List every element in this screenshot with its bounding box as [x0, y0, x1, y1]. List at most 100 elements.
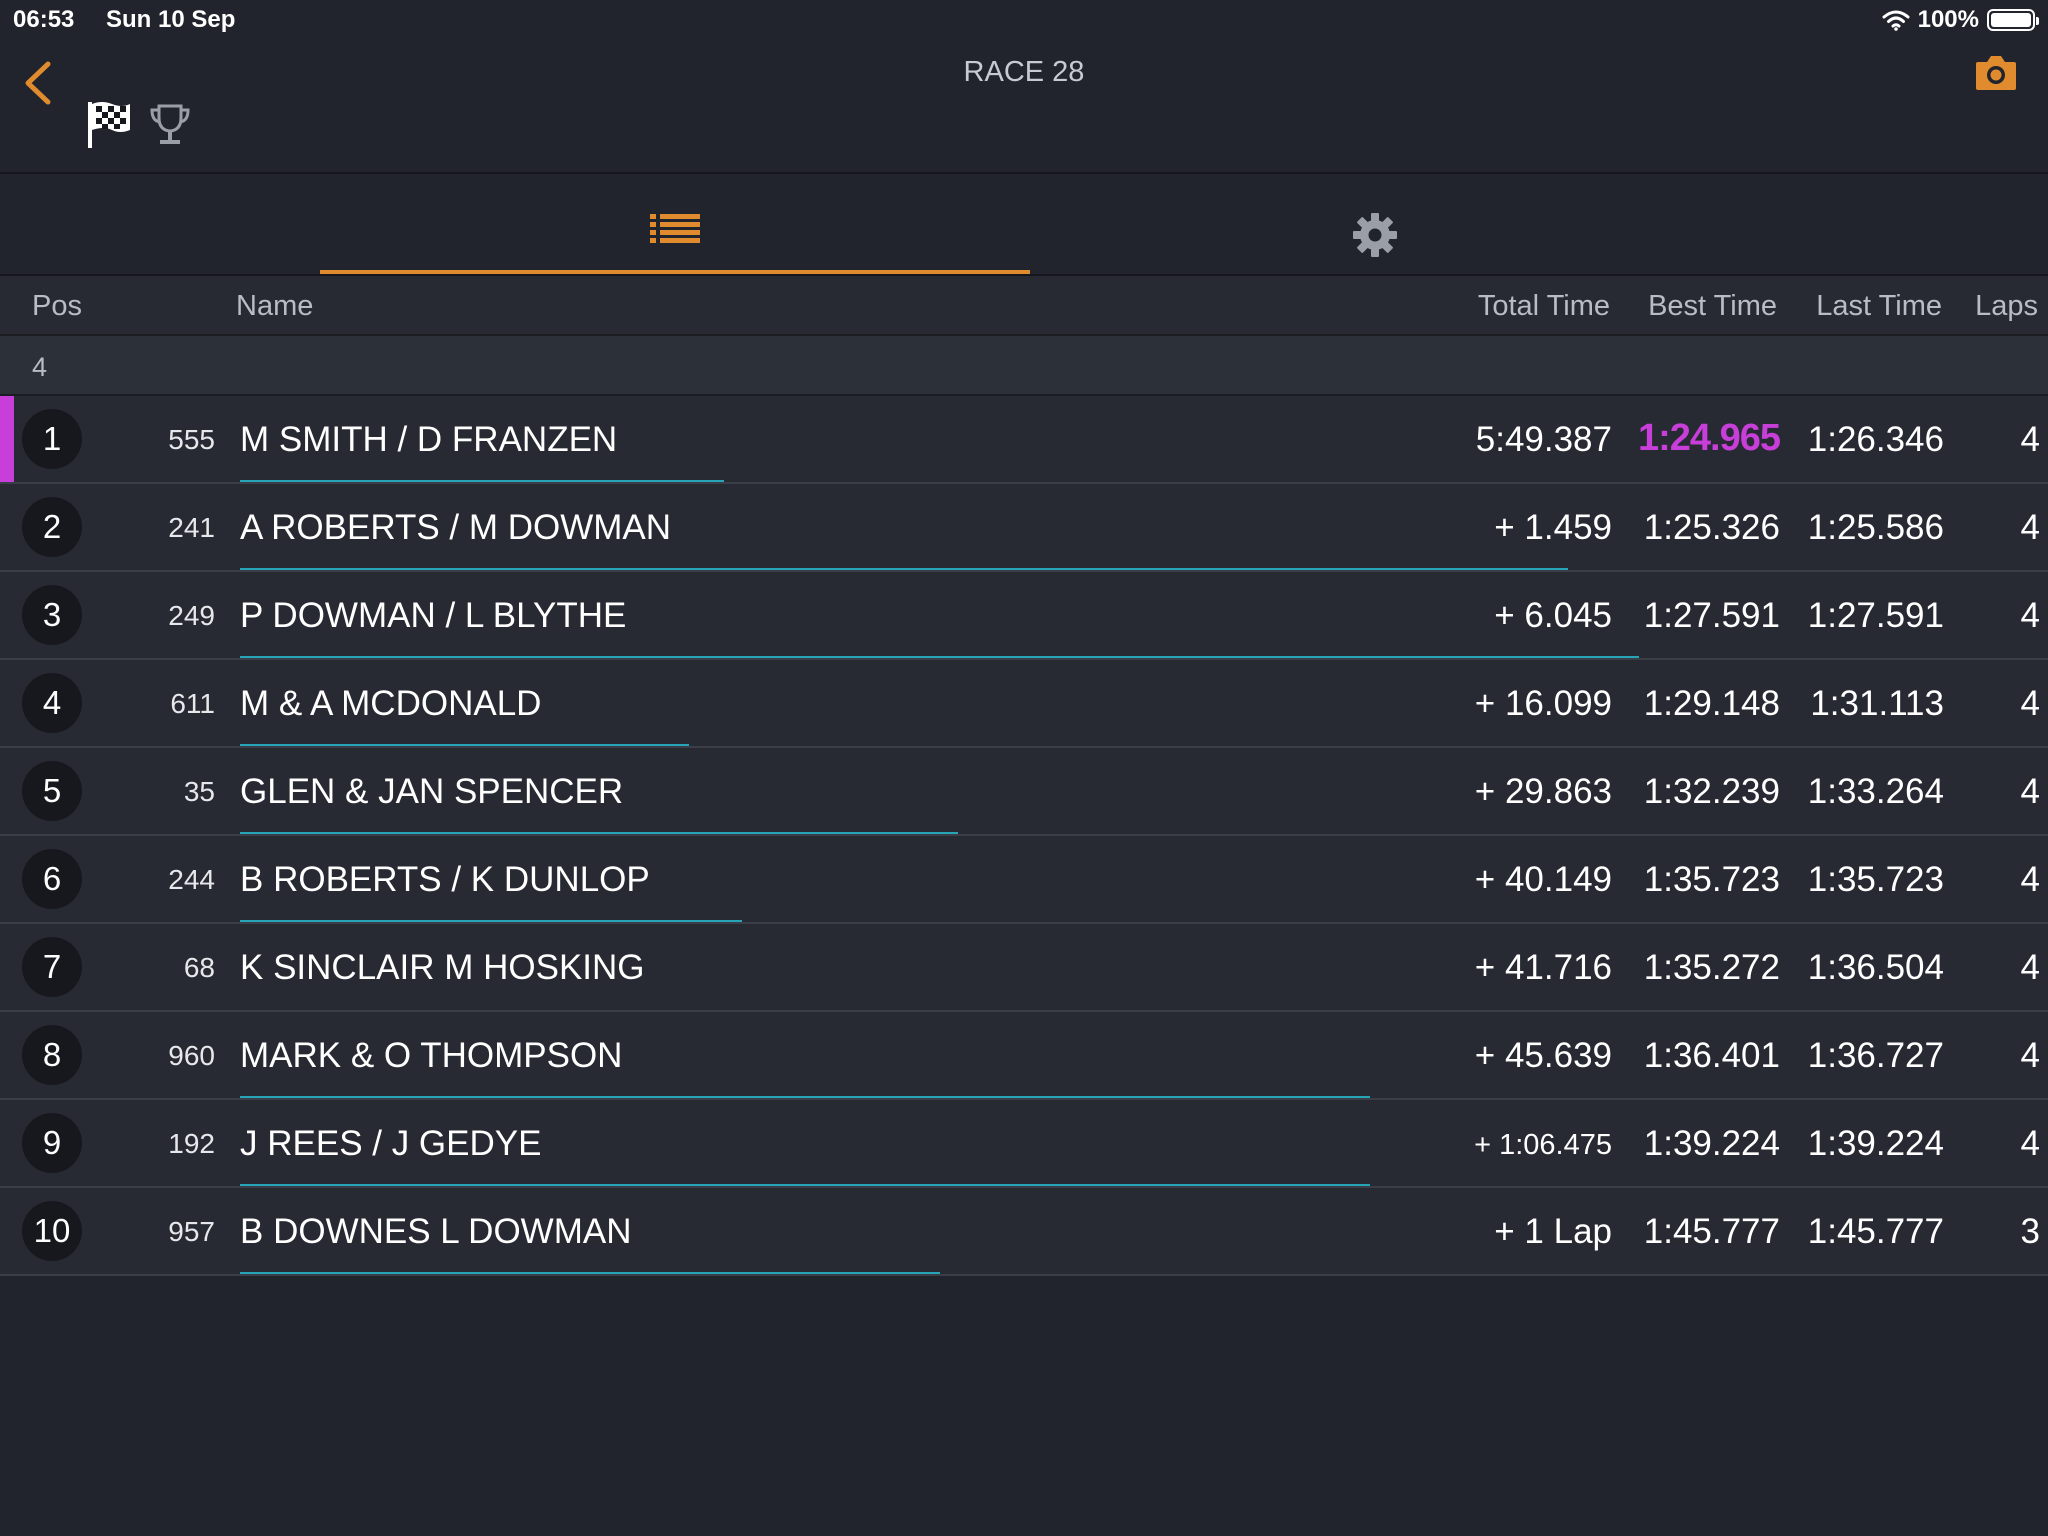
total-time: + 1.459 [1494, 508, 1612, 547]
car-number: 611 [170, 688, 215, 719]
column-pos[interactable]: Pos [32, 290, 82, 322]
total-time: + 40.149 [1474, 860, 1612, 899]
car-number: 244 [168, 864, 215, 895]
leader-indicator [0, 396, 14, 482]
position-badge: 5 [22, 761, 82, 821]
best-time: 1:35.272 [1643, 948, 1780, 987]
position-badge: 1 [22, 409, 82, 469]
best-time: 1:29.148 [1643, 684, 1780, 723]
position-badge: 10 [22, 1201, 82, 1261]
progress-bar [240, 656, 1639, 658]
laps-count: 4 [2020, 948, 2040, 987]
page-title: RACE 28 [963, 56, 1085, 88]
tab-settings[interactable] [1030, 174, 1720, 274]
progress-bar [240, 1272, 940, 1274]
driver-name: B ROBERTS / K DUNLOP [240, 860, 650, 899]
last-time: 1:33.264 [1807, 772, 1944, 811]
laps-count: 4 [2020, 1124, 2040, 1163]
total-time: + 1 Lap [1494, 1212, 1612, 1251]
column-name[interactable]: Name [236, 290, 314, 322]
table-row[interactable]: 6 244 B ROBERTS / K DUNLOP + 40.149 1:35.723… [0, 836, 2048, 924]
progress-bar [240, 1096, 1370, 1098]
laps-count: 4 [2020, 420, 2040, 459]
total-time: + 6.045 [1494, 596, 1612, 635]
car-number: 35 [183, 776, 215, 807]
driver-name: K SINCLAIR M HOSKING [240, 948, 645, 987]
position-badge: 6 [22, 849, 82, 909]
table-row[interactable]: 4 611 M & A MCDONALD + 16.099 1:29.148 1:31.1… [0, 660, 2048, 748]
driver-name: MARK & O THOMPSON [240, 1036, 623, 1075]
laps-count: 4 [2020, 684, 2040, 723]
last-time: 1:36.727 [1807, 1036, 1944, 1075]
progress-bar [240, 480, 724, 482]
total-time: + 41.716 [1474, 948, 1612, 987]
position-badge: 7 [22, 937, 82, 997]
laps-count: 4 [2020, 860, 2040, 899]
column-best-time[interactable]: Best Time [1648, 290, 1777, 322]
laps-count: 3 [2020, 1212, 2040, 1251]
driver-name: J REES / J GEDYE [240, 1124, 542, 1163]
driver-name: P DOWMAN / L BLYTHE [240, 596, 627, 635]
last-time: 1:45.777 [1807, 1212, 1944, 1251]
table-row[interactable]: 9 192 J REES / J GEDYE + 1:06.475 1:39.224 1:… [0, 1100, 2048, 1188]
column-total-time[interactable]: Total Time [1477, 290, 1610, 322]
tab-bar [0, 174, 2048, 276]
results-list: 1 555 M SMITH / D FRANZEN 5:49.387 1:24.965 1… [0, 396, 2048, 1276]
last-time: 1:35.723 [1807, 860, 1944, 899]
group-header: 4 [0, 336, 2048, 396]
total-time: + 1:06.475 [1474, 1129, 1612, 1161]
last-time: 1:25.586 [1807, 508, 1944, 547]
position-badge: 4 [22, 673, 82, 733]
laps-count: 4 [2020, 772, 2040, 811]
laps-count: 4 [2020, 596, 2040, 635]
car-number: 960 [168, 1040, 215, 1071]
table-row[interactable]: 2 241 A ROBERTS / M DOWMAN + 1.459 1:25.326 1… [0, 484, 2048, 572]
tab-results-list[interactable] [320, 174, 1030, 274]
checkered-flag-icon[interactable] [86, 100, 132, 150]
position-badge: 8 [22, 1025, 82, 1085]
total-time: + 16.099 [1474, 684, 1612, 723]
table-row[interactable]: 5 35 GLEN & JAN SPENCER + 29.863 1:32.239 1:3… [0, 748, 2048, 836]
last-time: 1:39.224 [1807, 1124, 1944, 1163]
app-header: RACE 28 [0, 40, 2048, 174]
position-badge: 3 [22, 585, 82, 645]
column-last-time[interactable]: Last Time [1816, 290, 1942, 322]
gear-icon [1353, 213, 1397, 257]
status-time: 06:53 [13, 6, 75, 33]
table-row[interactable]: 1 555 M SMITH / D FRANZEN 5:49.387 1:24.965 1… [0, 396, 2048, 484]
last-time: 1:27.591 [1807, 596, 1944, 635]
status-date: Sun 10 Sep [106, 6, 236, 33]
wifi-icon [1882, 10, 1910, 31]
status-bar: 06:53 Sun 10 Sep 100% [0, 0, 2048, 40]
chevron-left-icon[interactable] [18, 60, 58, 106]
laps-count: 4 [2020, 1036, 2040, 1075]
car-number: 241 [168, 512, 215, 543]
last-time: 1:26.346 [1807, 420, 1944, 459]
best-time: 1:24.965 [1637, 417, 1781, 459]
driver-name: M SMITH / D FRANZEN [240, 420, 618, 459]
table-row[interactable]: 7 68 K SINCLAIR M HOSKING + 41.716 1:35.272 1… [0, 924, 2048, 1012]
camera-icon[interactable] [1974, 52, 2018, 92]
driver-name: GLEN & JAN SPENCER [240, 772, 624, 811]
table-row[interactable]: 3 249 P DOWMAN / L BLYTHE + 6.045 1:27.591 1:… [0, 572, 2048, 660]
best-time: 1:35.723 [1643, 860, 1780, 899]
status-right: 100% [1882, 6, 2039, 34]
best-time: 1:32.239 [1643, 772, 1780, 811]
car-number: 249 [168, 600, 215, 631]
total-time: + 45.639 [1474, 1036, 1612, 1075]
table-row[interactable]: 10 957 B DOWNES L DOWMAN + 1 Lap 1:45.777 1:4… [0, 1188, 2048, 1276]
best-time: 1:27.591 [1643, 596, 1780, 635]
column-laps[interactable]: Laps [1975, 290, 2038, 322]
car-number: 192 [168, 1128, 215, 1159]
battery-percent: 100% [1917, 6, 1979, 33]
trophy-icon[interactable] [148, 102, 192, 148]
table-row[interactable]: 8 960 MARK & O THOMPSON + 45.639 1:36.401 1:3… [0, 1012, 2048, 1100]
group-label: 4 [32, 352, 48, 382]
progress-bar [240, 744, 689, 746]
tab-active-indicator [320, 270, 1030, 274]
total-time: 5:49.387 [1475, 420, 1612, 459]
laps-count: 4 [2020, 508, 2040, 547]
best-time: 1:25.326 [1643, 508, 1780, 547]
best-time: 1:36.401 [1643, 1036, 1780, 1075]
total-time: + 29.863 [1474, 772, 1612, 811]
